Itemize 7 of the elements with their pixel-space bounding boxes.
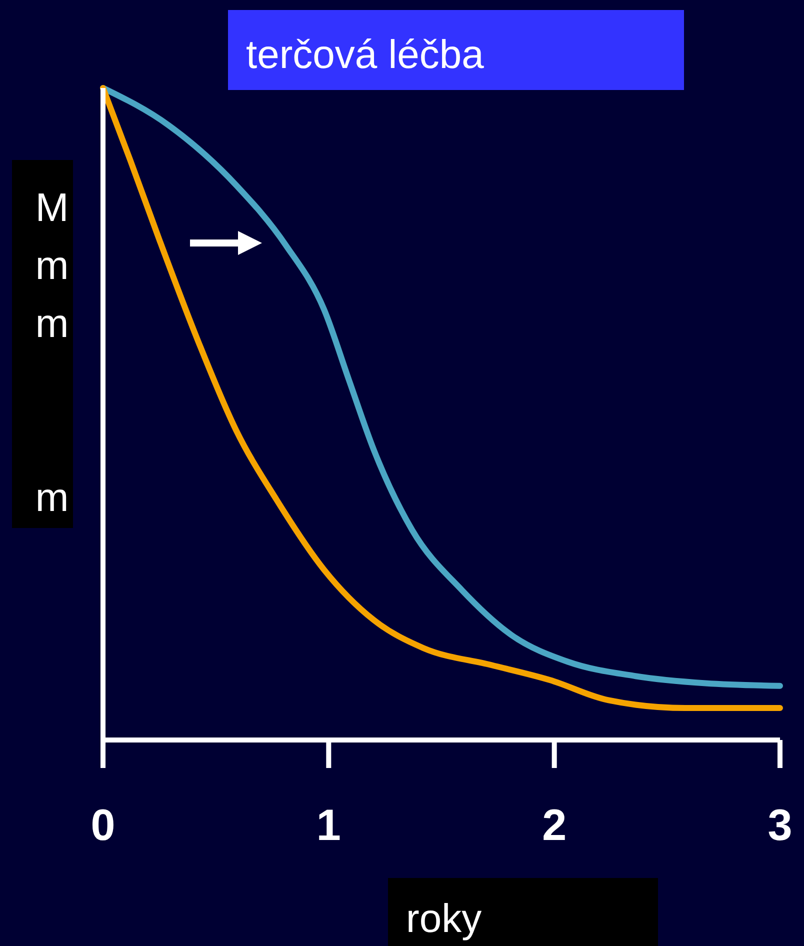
x-tick-label: 2 — [542, 801, 567, 850]
x-axis-title: roky — [406, 897, 482, 941]
x-tick-label: 0 — [90, 801, 116, 850]
chart-title: terčová léčba — [246, 33, 485, 77]
x-tick-label: 1 — [316, 801, 341, 850]
y-axis-title: Mmm m — [30, 186, 74, 534]
x-tick-label: 3 — [768, 801, 792, 850]
